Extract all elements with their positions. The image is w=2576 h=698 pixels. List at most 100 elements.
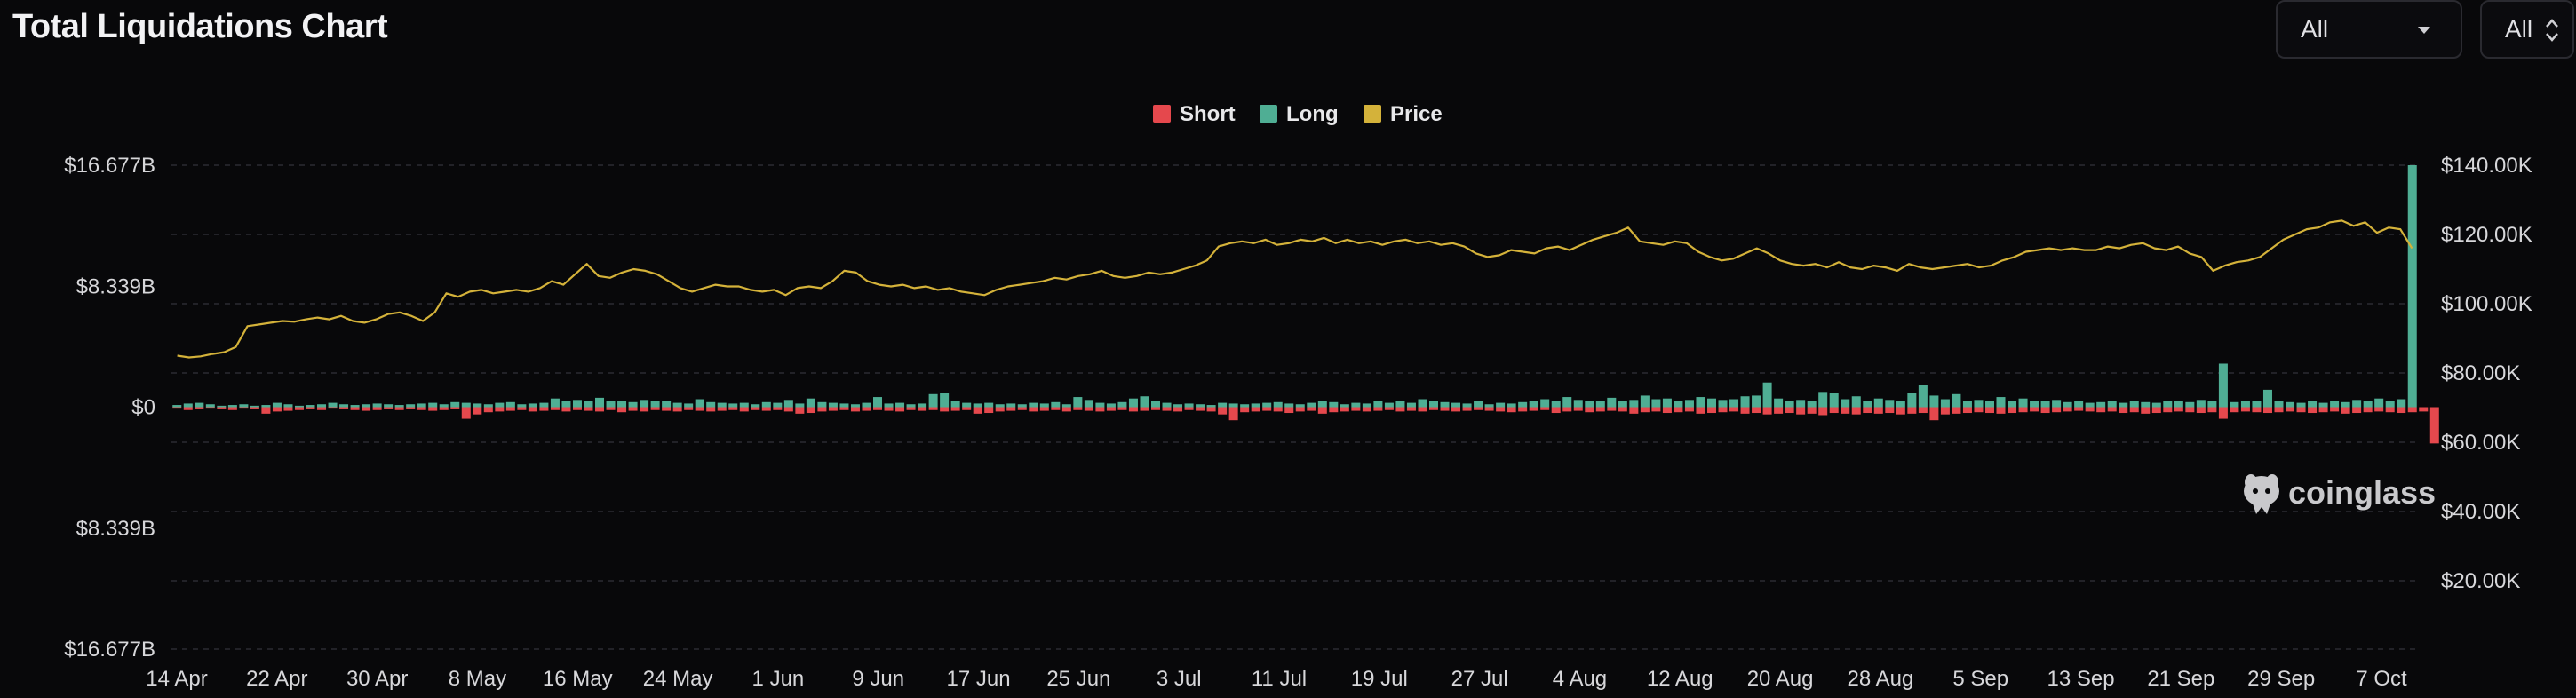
short-bar: [1785, 407, 1794, 414]
long-bar: [1262, 402, 1272, 408]
short-bar: [450, 407, 460, 409]
short-bar: [806, 407, 815, 414]
short-bar: [1740, 407, 1750, 414]
long-bar: [1351, 402, 1361, 408]
long-bar: [1918, 385, 1928, 408]
short-bar: [428, 407, 438, 411]
long-bar: [339, 404, 349, 408]
long-bar: [918, 403, 927, 408]
long-bar: [1284, 403, 1294, 408]
long-bar: [695, 399, 704, 408]
long-bar: [1706, 398, 1717, 408]
short-bar: [1507, 407, 1516, 413]
short-bar: [2185, 407, 2195, 413]
short-bar: [628, 407, 638, 411]
short-bar: [962, 407, 972, 410]
long-bar: [528, 403, 537, 408]
left-axis-tick: $8.339B: [76, 517, 155, 541]
long-bar: [1029, 402, 1038, 408]
short-bar: [1061, 407, 1071, 412]
short-bar: [1373, 407, 1383, 411]
short-bar: [1084, 407, 1093, 411]
long-bar: [1228, 403, 1238, 408]
short-bar: [906, 407, 916, 410]
long-bar: [1718, 400, 1728, 408]
long-bar: [317, 404, 327, 408]
short-bar: [2341, 407, 2350, 414]
short-bar: [306, 407, 315, 409]
short-bar: [1752, 407, 1761, 414]
long-bar: [1984, 401, 1994, 408]
long-bar: [2040, 401, 2050, 408]
long-bar: [2230, 401, 2239, 408]
short-bar: [1940, 407, 1950, 415]
short-bar: [1607, 407, 1617, 411]
short-bar: [1029, 407, 1038, 412]
long-bar: [2363, 401, 2373, 408]
short-bar: [272, 407, 282, 412]
long-bar: [417, 403, 426, 408]
long-bar: [1240, 404, 1250, 408]
short-bar: [2207, 407, 2217, 413]
long-bar: [1017, 404, 1027, 408]
long-bar: [1196, 404, 1205, 408]
x-axis-tick: 28 Aug: [1848, 667, 1914, 691]
x-axis: 14 Apr 22 Apr 30 Apr 8 May 16 May 24 May 1 Jun…: [146, 667, 2407, 691]
long-bar: [550, 398, 560, 408]
long-bar: [2085, 402, 2095, 408]
long-bar: [862, 402, 871, 408]
long-bar: [2308, 401, 2318, 408]
exchange-select[interactable]: All: [2480, 0, 2574, 59]
long-bar: [1095, 402, 1105, 408]
right-axis-tick: $100.00K: [2441, 292, 2532, 316]
short-bar: [2008, 407, 2017, 414]
long-bar: [1006, 403, 1016, 408]
long-bar: [684, 403, 694, 408]
long-bar: [817, 401, 827, 408]
long-bar: [795, 403, 805, 408]
long-bar: [662, 401, 672, 408]
long-bar: [350, 405, 360, 408]
long-bar: [1974, 400, 1984, 408]
short-bar: [2385, 407, 2395, 413]
x-axis-tick: 9 Jun: [852, 667, 904, 691]
short-bar: [2407, 407, 2417, 413]
long-bar: [783, 400, 793, 408]
short-bar: [1662, 407, 1672, 414]
short-bar: [739, 407, 749, 412]
short-bar: [2240, 407, 2250, 412]
short-bar: [217, 407, 227, 409]
long-bar: [884, 403, 894, 408]
long-bar: [2218, 363, 2228, 408]
long-bar: [761, 401, 771, 408]
short-bar: [2074, 407, 2084, 411]
long-bar: [294, 405, 304, 408]
short-bar: [1907, 407, 1917, 414]
long-bar: [1851, 396, 1861, 408]
long-bar: [1640, 395, 1650, 408]
long-bar: [2163, 401, 2173, 408]
symbol-select[interactable]: All: [2276, 0, 2462, 59]
short-bar: [1106, 407, 1116, 411]
short-bar: [606, 407, 616, 410]
exchange-select-value: All: [2505, 15, 2533, 43]
long-bar: [1651, 399, 1661, 408]
right-axis-tick: $60.00K: [2441, 431, 2520, 455]
short-bar: [1162, 407, 1172, 411]
long-bar: [1996, 397, 2006, 408]
short-bar: [1251, 407, 1260, 412]
price-line-layer: [177, 219, 2413, 359]
x-axis-tick: 14 Apr: [146, 667, 207, 691]
long-bar: [517, 404, 527, 408]
short-bar: [261, 407, 271, 414]
long-bar: [473, 403, 482, 408]
x-axis-tick: 1 Jun: [752, 667, 805, 691]
long-bar: [1873, 398, 1883, 408]
long-bar: [1084, 400, 1093, 408]
short-bar: [1996, 407, 2006, 414]
short-bar: [2129, 407, 2139, 413]
long-bar: [828, 402, 838, 408]
long-bar: [1729, 399, 1739, 408]
long-bar: [1418, 399, 1427, 408]
long-bar: [1796, 400, 1806, 408]
